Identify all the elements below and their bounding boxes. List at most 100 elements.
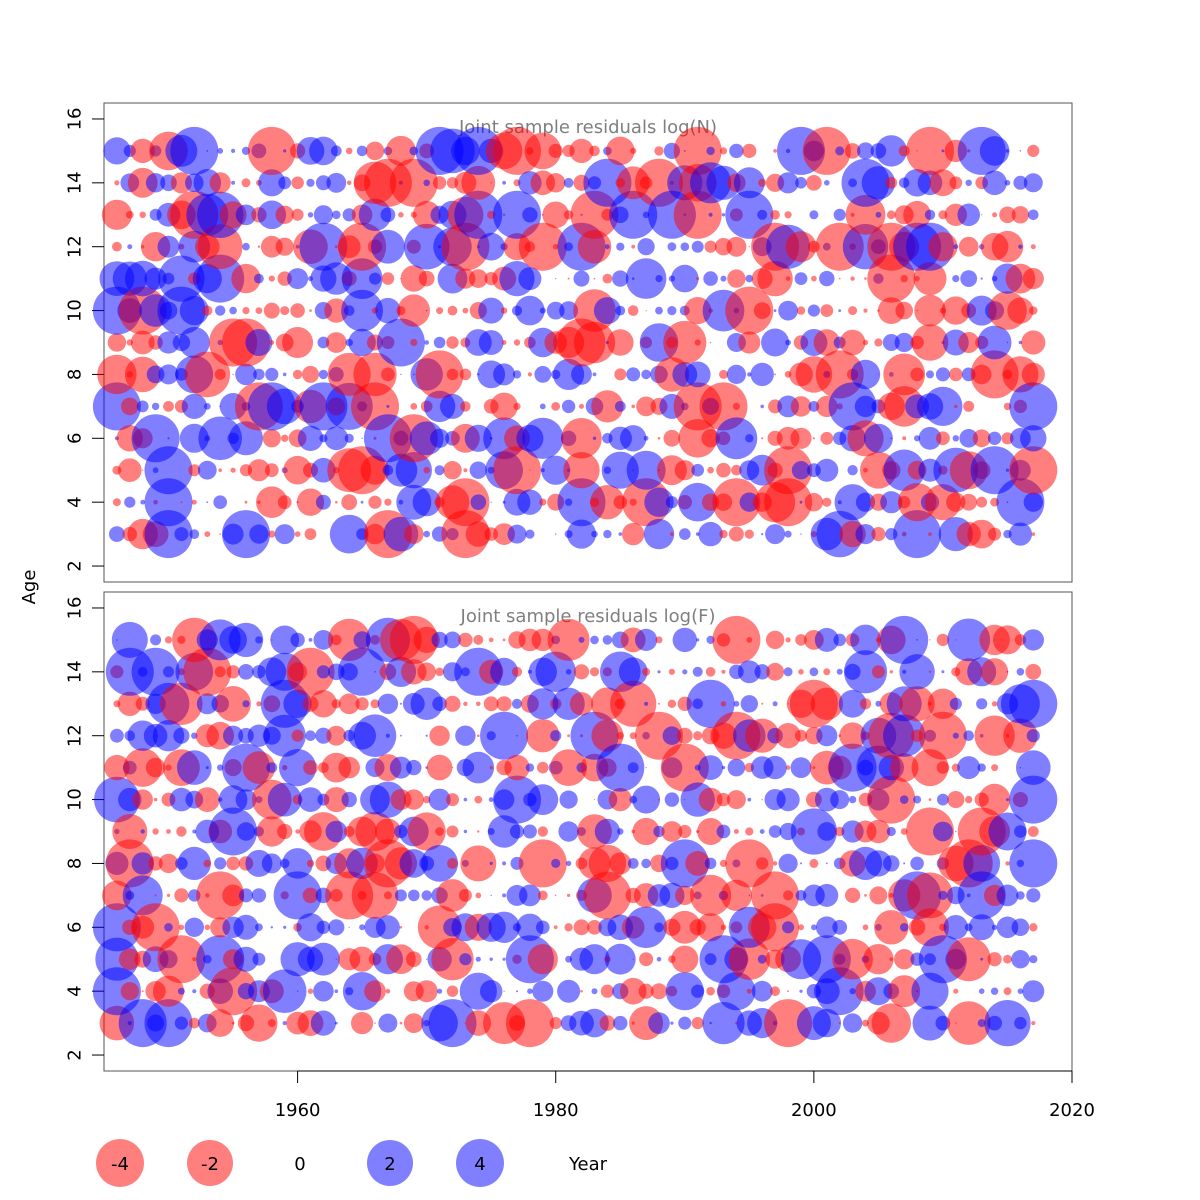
residual-bubble (784, 530, 792, 538)
residual-bubble (610, 680, 657, 727)
residual-bubble (914, 294, 946, 327)
residual-bubble (726, 790, 746, 810)
residual-bubble (348, 328, 376, 357)
residual-bubble (546, 173, 566, 193)
residual-bubble (413, 626, 440, 654)
residual-bubble (823, 668, 831, 676)
residual-bubble (748, 894, 750, 897)
residual-bubble (721, 669, 726, 674)
residual-bubble (591, 530, 598, 538)
residual-bubble (768, 825, 782, 838)
residual-bubble (1018, 244, 1023, 249)
residual-bubble (174, 527, 189, 542)
residual-bubble (179, 296, 209, 326)
residual-bubble (593, 799, 596, 801)
residual-bubble (298, 787, 323, 812)
residual-bubble (643, 435, 649, 441)
residual-bubble (318, 369, 329, 380)
residual-bubble (474, 795, 483, 804)
residual-bubble (814, 627, 839, 652)
residual-bubble (92, 967, 141, 1016)
residual-bubble (608, 788, 632, 812)
residual-bubble (573, 664, 590, 680)
residual-bubble (527, 944, 558, 975)
residual-bubble (502, 861, 507, 866)
residual-bubble (591, 988, 598, 995)
residual-bubble (716, 462, 731, 478)
residual-bubble (813, 329, 840, 356)
residual-bubble (806, 175, 822, 191)
residual-bubble (376, 318, 425, 367)
residual-bubble (894, 949, 915, 970)
y-tick-label: 12 (64, 724, 85, 747)
residual-bubble (625, 258, 667, 299)
residual-bubble (745, 434, 754, 443)
shared-axes: 1960 1980 2000 2020 Age (19, 570, 1095, 1121)
residual-bubble (421, 890, 432, 901)
residual-bubble (777, 172, 799, 194)
residual-bubble (914, 435, 921, 442)
residual-bubble (446, 825, 459, 838)
residual-bubble (592, 436, 597, 440)
residual-bubble (949, 697, 962, 710)
residual-bubble (845, 194, 886, 235)
residual-bubble (824, 180, 830, 186)
residual-bubble (260, 235, 283, 258)
residual-bubble (204, 924, 211, 931)
residual-bubble (209, 807, 258, 856)
residual-bubble (489, 861, 493, 866)
residual-bubble (854, 395, 877, 418)
residual-bubble (428, 788, 451, 811)
residual-bubble (164, 923, 173, 932)
residual-bubble (761, 533, 764, 536)
y-tick-label: 16 (64, 597, 85, 620)
residual-bubble (675, 885, 695, 906)
residual-bubble (704, 240, 717, 253)
residual-bubble (631, 404, 635, 409)
residual-bubble (488, 637, 494, 643)
residual-bubble (233, 946, 259, 972)
residual-bubble (157, 331, 180, 354)
residual-bubble (518, 839, 567, 888)
residual-bubble (283, 455, 312, 485)
residual-bubble (654, 922, 664, 933)
residual-bubble (838, 1022, 841, 1025)
residual-bubble (557, 979, 581, 1003)
residual-bubble (978, 783, 1011, 816)
residual-bubble (415, 350, 464, 399)
residual-bubble (746, 988, 752, 994)
residual-bubble (493, 446, 541, 495)
residual-bubble (403, 1013, 424, 1033)
residual-bubble (946, 937, 991, 982)
residual-bubble (794, 272, 808, 285)
residual-bubble (819, 270, 835, 287)
residual-bubble (399, 1021, 403, 1025)
residual-bubble (446, 336, 459, 349)
residual-bubble (903, 200, 931, 229)
residual-bubble (181, 393, 207, 419)
residual-bubble (552, 243, 559, 250)
residual-bubble (290, 632, 305, 648)
residual-bubble (430, 428, 450, 448)
residual-bubble (461, 165, 496, 200)
residual-bubble (692, 666, 703, 677)
residual-bubble (976, 496, 988, 508)
residual-bubble (256, 701, 262, 707)
residual-bubble (277, 823, 293, 840)
residual-bubble (1009, 839, 1058, 888)
residual-bubble (198, 416, 242, 461)
residual-bubble (703, 271, 718, 286)
residual-bubble (1009, 775, 1058, 824)
residual-bubble (1027, 144, 1040, 157)
residual-bubble (443, 461, 462, 480)
residual-bubble (855, 492, 876, 512)
residual-bubble (235, 789, 257, 810)
residual-bubble (283, 689, 312, 718)
residual-bubble (690, 874, 732, 917)
residual-bubble (341, 289, 383, 332)
residual-bubble (429, 725, 450, 746)
residual-bubble (459, 953, 472, 966)
residual-bubble (335, 958, 337, 960)
residual-bubble (436, 879, 469, 912)
residual-bubble (745, 718, 780, 753)
